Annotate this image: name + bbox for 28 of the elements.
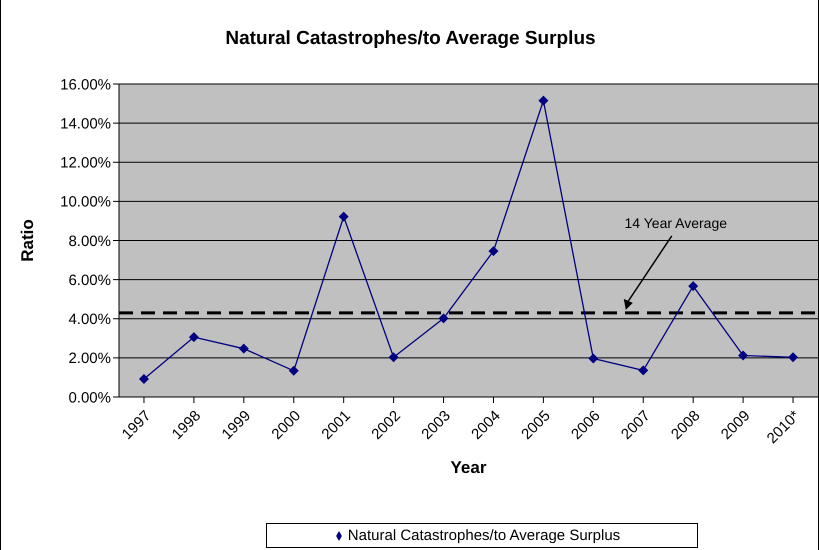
legend-label: Natural Catastrophes/to Average Surplus <box>348 527 620 544</box>
y-tick-label: 0.00% <box>68 389 111 406</box>
x-axis-title: Year <box>450 458 487 477</box>
point <box>688 281 698 292</box>
point <box>188 332 199 342</box>
y-tick-label: 8.00% <box>68 232 111 250</box>
y-tick-label: 16.00% <box>60 76 111 94</box>
point <box>538 96 548 106</box>
point <box>638 365 648 376</box>
point <box>138 374 149 384</box>
ref-line-label: 14 Year Average <box>624 214 728 231</box>
point <box>738 350 748 361</box>
point <box>288 366 299 376</box>
y-tick-label: 12.00% <box>60 154 111 172</box>
point <box>788 352 798 362</box>
point <box>588 353 598 364</box>
point <box>338 212 349 222</box>
point <box>438 313 449 324</box>
chart-title: Natural Catastrophes/to Average Surplus <box>224 28 597 50</box>
y-axis-title: Ratio <box>18 219 38 262</box>
y-tick-label: 4.00% <box>68 311 111 328</box>
point <box>488 246 498 256</box>
y-tick-label: 2.00% <box>68 350 111 368</box>
point <box>238 344 249 354</box>
y-tick-label: 6.00% <box>68 272 111 289</box>
point <box>388 352 399 362</box>
y-tick-label: 10.00% <box>60 194 111 211</box>
y-tick-label: 14.00% <box>60 115 111 132</box>
